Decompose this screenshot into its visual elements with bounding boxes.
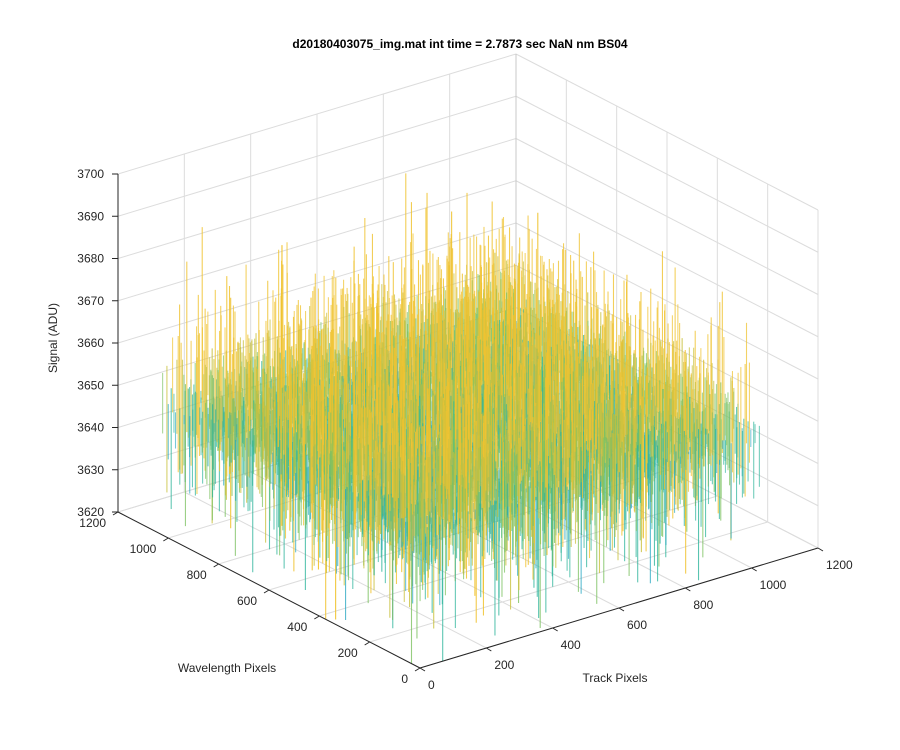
y-tick-mark — [213, 563, 219, 568]
z-tick-label: 3700 — [77, 167, 104, 181]
z-tick-label: 3640 — [77, 421, 104, 435]
grid-line-z-back — [117, 95, 517, 217]
chart-title: d20180403075_img.mat int time = 2.7873 s… — [292, 37, 628, 51]
z-tick-label: 3690 — [77, 209, 104, 223]
surface-mesh — [162, 173, 760, 664]
y-axis-label: Wavelength Pixels — [178, 661, 276, 675]
track-axis-ticks: 0 200 400 600 800 1000 1200 — [419, 547, 853, 692]
x-tick-label: 0 — [428, 678, 435, 692]
y-tick-label: 1200 — [79, 516, 106, 530]
grid-line-z-side — [515, 53, 819, 211]
x-tick-label: 400 — [561, 638, 581, 652]
x-tick-label: 800 — [693, 598, 713, 612]
z-tick-label: 3670 — [77, 294, 104, 308]
z-tick-label: 3630 — [77, 463, 104, 477]
grid-line-z-side — [515, 95, 819, 253]
z-tick-label: 3620 — [77, 505, 104, 519]
x-tick-label: 1200 — [826, 558, 853, 572]
y-tick-mark — [112, 511, 119, 516]
grid-line-z-side — [515, 138, 819, 295]
y-tick-mark — [163, 537, 169, 542]
grid-line-z-back — [117, 138, 517, 259]
z-axis-ticks: 3620 3630 3640 3650 3660 3670 3680 3690 3700 — [77, 167, 118, 519]
z-axis-label: Signal (ADU) — [46, 303, 60, 373]
y-tick-mark — [314, 615, 320, 620]
x-tick-mark — [685, 587, 691, 592]
x-tick-mark — [817, 547, 824, 552]
y-tick-label: 400 — [287, 620, 307, 634]
y-tick-label: 200 — [338, 646, 358, 660]
y-tick-label: 1000 — [130, 542, 157, 556]
grid-line-z-back — [117, 180, 517, 302]
z-tick-label: 3680 — [77, 252, 104, 266]
grid-line-y-floor — [369, 521, 768, 643]
x-tick-mark — [618, 607, 625, 612]
y-tick-label: 0 — [401, 672, 408, 686]
x-axis-label: Track Pixels — [583, 671, 648, 685]
grid-line-z-side — [515, 222, 819, 380]
x-tick-mark — [552, 627, 558, 632]
y-tick-label: 800 — [187, 568, 207, 582]
y-tick-mark — [414, 667, 421, 672]
grid-line-z-side — [515, 180, 819, 338]
grid-line-z-back — [117, 53, 517, 175]
x-tick-mark — [419, 667, 426, 672]
z-tick-label: 3660 — [77, 336, 104, 350]
x-tick-mark — [751, 567, 757, 572]
x-tick-mark — [486, 647, 492, 652]
y-tick-mark — [263, 589, 270, 594]
y-tick-mark — [364, 641, 370, 646]
z-tick-label: 3650 — [77, 378, 104, 392]
x-tick-label: 200 — [494, 658, 514, 672]
grid-line-z-side — [515, 264, 819, 422]
x-tick-label: 600 — [627, 618, 647, 632]
x-tick-label: 1000 — [760, 578, 787, 592]
wavelength-axis-ticks: 0 200 400 600 800 1000 1200 — [79, 511, 421, 686]
y-tick-label: 600 — [237, 594, 257, 608]
